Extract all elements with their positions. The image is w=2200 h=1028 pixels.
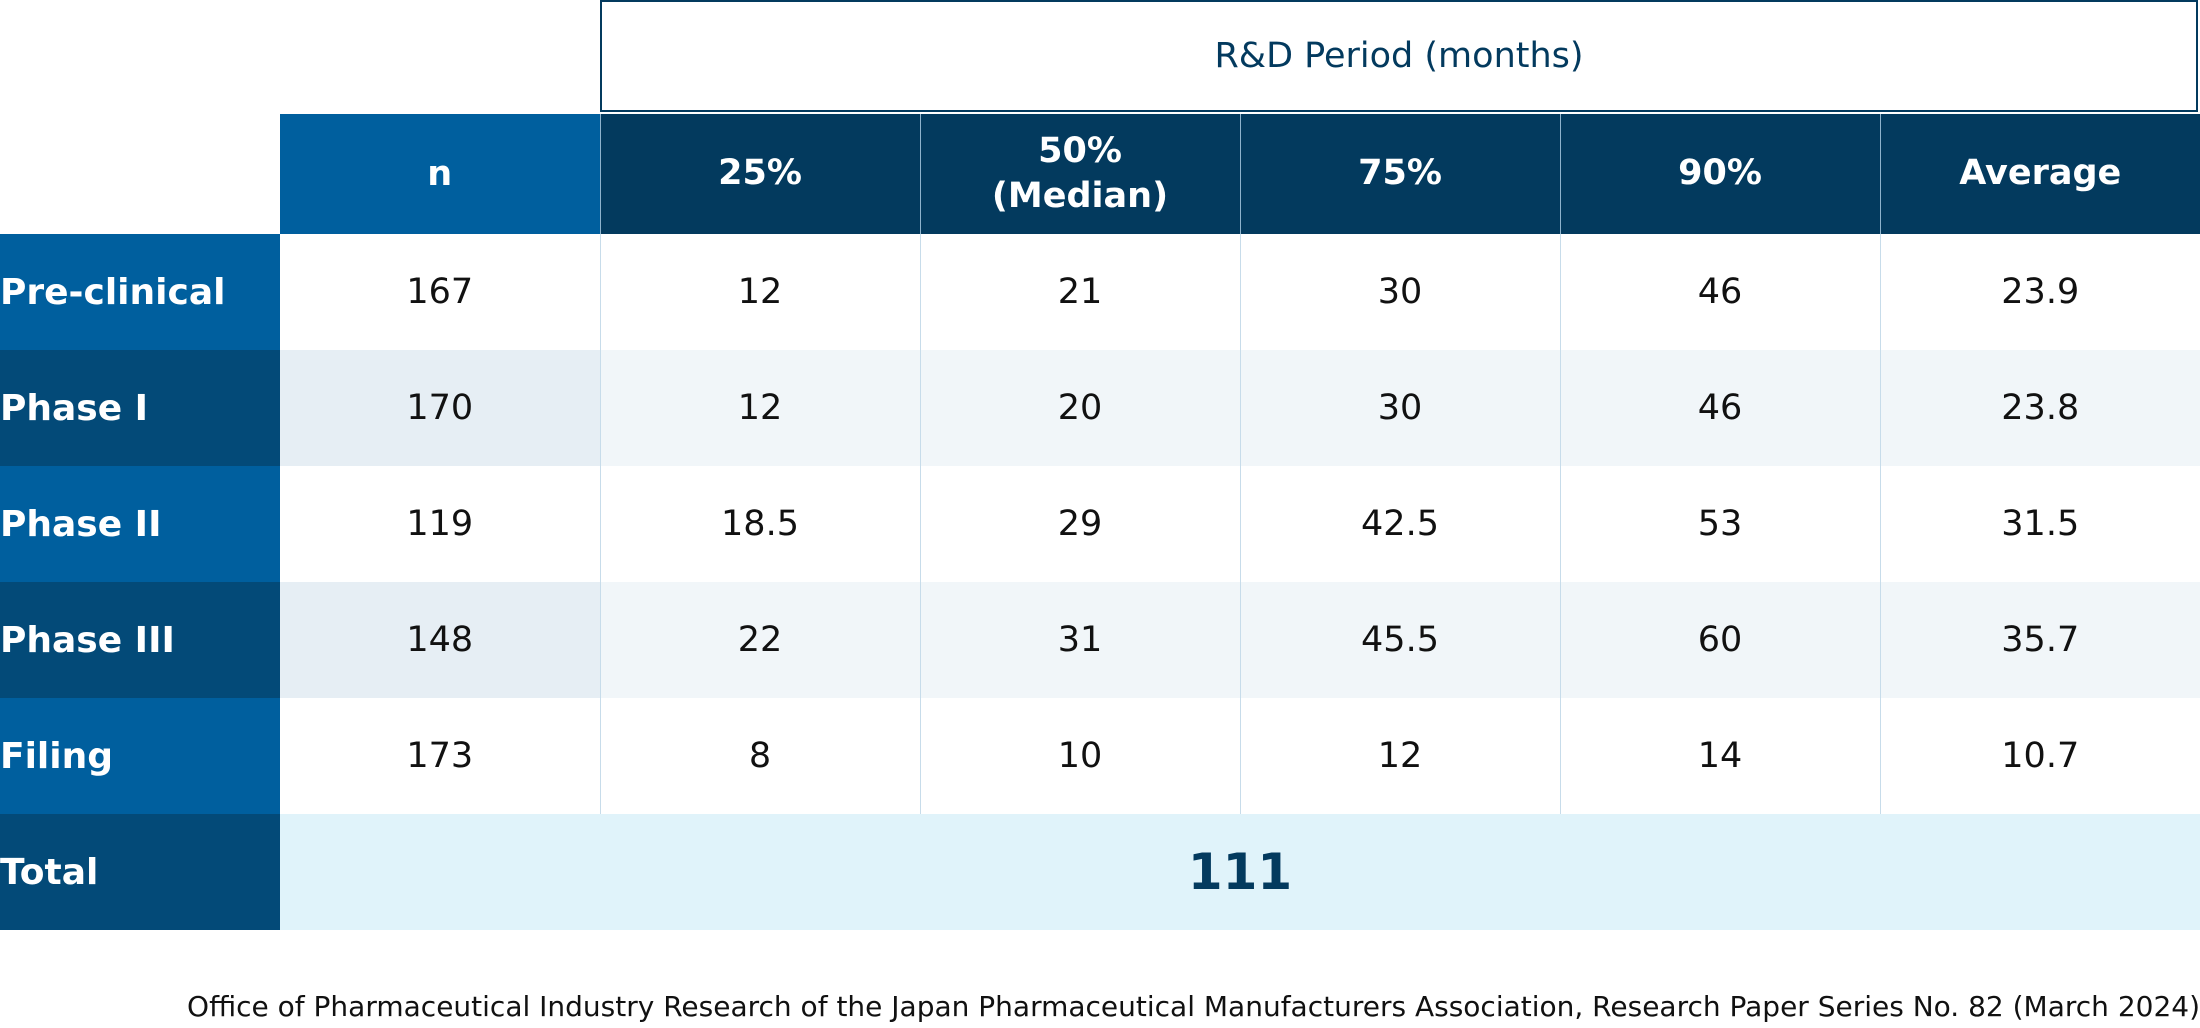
row-label: Phase III (0, 582, 280, 698)
cell-75: 12 (1239, 698, 1560, 814)
column-header-50: 50% (Median) (919, 114, 1240, 234)
column-header-50-median: (Median) (991, 176, 1169, 216)
cell-25: 12 (599, 350, 920, 466)
row-label: Filing (0, 698, 280, 814)
table-row: Phase III 148 22 31 45.5 60 35.7 (0, 582, 2200, 698)
total-label: Total (0, 814, 280, 930)
cell-25: 18.5 (599, 466, 920, 582)
cell-n: 167 (280, 234, 600, 350)
cell-25: 12 (599, 234, 920, 350)
cell-50: 21 (919, 234, 1240, 350)
cell-average: 23.9 (1879, 234, 2200, 350)
cell-n: 173 (280, 698, 600, 814)
cell-90: 46 (1559, 234, 1880, 350)
cell-75: 30 (1239, 350, 1560, 466)
column-header-75: 75% (1239, 114, 1560, 234)
cell-average: 10.7 (1879, 698, 2200, 814)
corner-cell (0, 114, 280, 234)
row-label: Pre-clinical (0, 234, 280, 350)
column-header-average: Average (1879, 114, 2200, 234)
cell-90: 53 (1559, 466, 1880, 582)
rd-period-table: n 25% 50% (Median) 75% 90% Average Pre-c… (0, 114, 2200, 930)
table-row: Phase I 170 12 20 30 46 23.8 (0, 350, 2200, 466)
cell-75: 45.5 (1239, 582, 1560, 698)
table-row: Pre-clinical 167 12 21 30 46 23.9 (0, 234, 2200, 350)
column-header-n: n (280, 114, 600, 234)
total-row: Total 111 (0, 814, 2200, 930)
cell-75: 42.5 (1239, 466, 1560, 582)
cell-90: 14 (1559, 698, 1880, 814)
cell-n: 170 (280, 350, 600, 466)
table-row: Filing 173 8 10 12 14 10.7 (0, 698, 2200, 814)
cell-average: 35.7 (1879, 582, 2200, 698)
cell-n: 119 (280, 466, 600, 582)
total-value: 111 (280, 814, 2200, 930)
cell-n: 148 (280, 582, 600, 698)
column-header-row: n 25% 50% (Median) 75% 90% Average (0, 114, 2200, 234)
cell-average: 31.5 (1879, 466, 2200, 582)
cell-75: 30 (1239, 234, 1560, 350)
table-row: Phase II 119 18.5 29 42.5 53 31.5 (0, 466, 2200, 582)
rd-period-title: R&D Period (months) (1214, 36, 1584, 76)
source-note: Office of Pharmaceutical Industry Resear… (187, 990, 2200, 1023)
row-label: Phase II (0, 466, 280, 582)
cell-25: 22 (599, 582, 920, 698)
cell-90: 46 (1559, 350, 1880, 466)
cell-50: 10 (919, 698, 1240, 814)
rd-period-header: R&D Period (months) (600, 0, 2198, 112)
cell-25: 8 (599, 698, 920, 814)
column-header-25: 25% (599, 114, 920, 234)
cell-50: 29 (919, 466, 1240, 582)
row-label: Phase I (0, 350, 280, 466)
column-header-50-pct: 50% (1038, 130, 1122, 171)
cell-50: 20 (919, 350, 1240, 466)
column-header-90: 90% (1559, 114, 1880, 234)
cell-90: 60 (1559, 582, 1880, 698)
cell-average: 23.8 (1879, 350, 2200, 466)
cell-50: 31 (919, 582, 1240, 698)
